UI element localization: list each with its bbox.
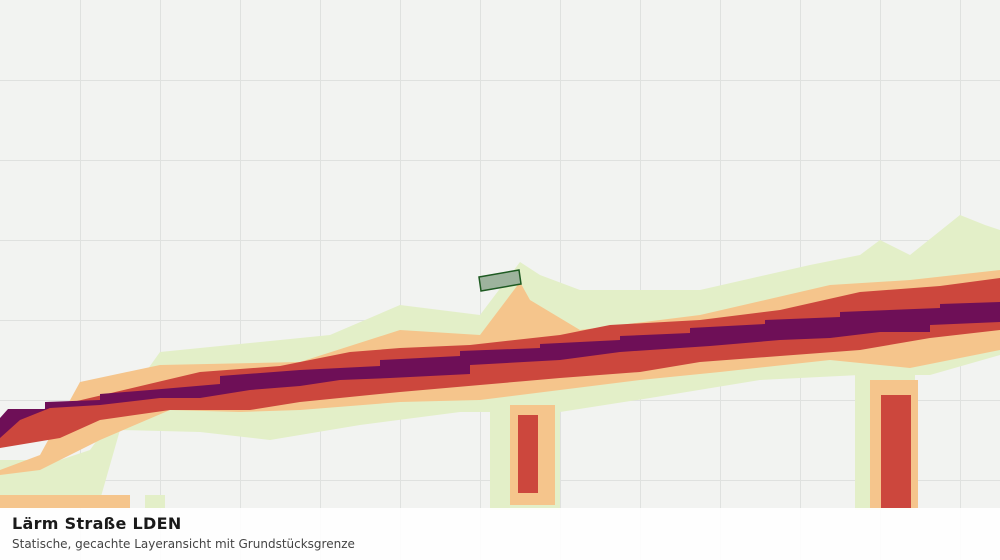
parcel-boundary (478, 269, 522, 292)
noise-zone-highest (0, 302, 1000, 438)
layer-subtitle: Statische, gecachte Layeransicht mit Gru… (12, 537, 355, 551)
layer-title: Lärm Straße LDEN (12, 514, 182, 533)
legend-caption: Lärm Straße LDEN Statische, gecachte Lay… (0, 508, 1000, 560)
